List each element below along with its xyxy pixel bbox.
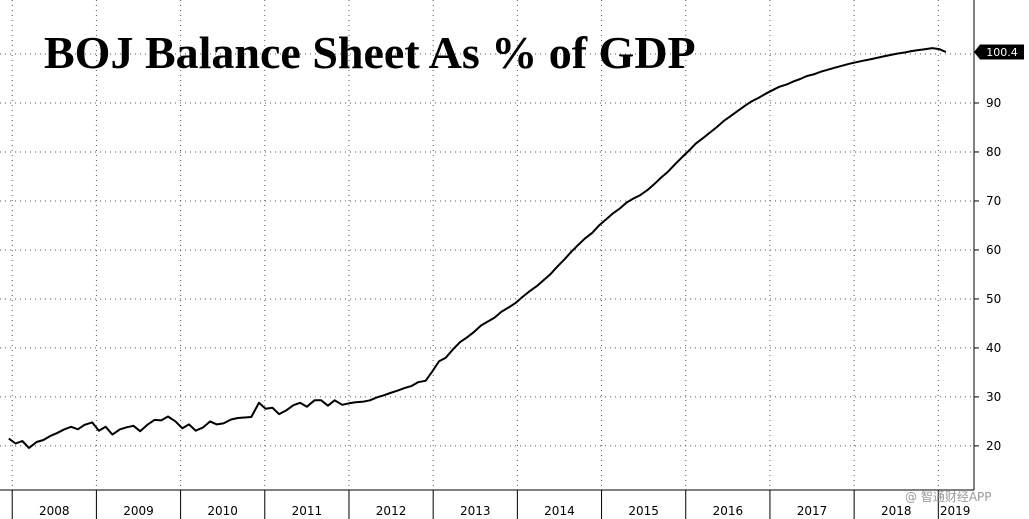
watermark: @ 智通财经APP (905, 489, 992, 504)
x-tick-label: 2017 (797, 504, 828, 518)
x-tick-label: 2012 (376, 504, 407, 518)
x-tick-label: 2018 (881, 504, 912, 518)
y-tick-label: 70 (986, 194, 1001, 208)
last-value-label: 100.4 (986, 46, 1018, 59)
x-tick-label: 2019 (940, 504, 971, 518)
series-layer (8, 47, 947, 449)
last-value-tag: 100.4 (974, 44, 1024, 60)
x-tick-label: 2009 (123, 504, 154, 518)
x-tick-label: 2008 (39, 504, 70, 518)
x-tick-label: 2014 (544, 504, 575, 518)
y-tick-label: 50 (986, 292, 1001, 306)
last-value-tag-shape (974, 44, 1024, 60)
grid-layer (0, 0, 974, 490)
axis-layer: 20 30 40 50 60 70 80 90 2008 2009 2010 2011 2012 2013… (0, 0, 1001, 519)
x-tick-label: 2011 (292, 504, 323, 518)
y-tick-label: 60 (986, 243, 1001, 257)
x-tick-label: 2013 (460, 504, 491, 518)
y-tick-label: 80 (986, 145, 1001, 159)
y-tick-label: 90 (986, 96, 1001, 110)
x-tick-label: 2010 (207, 504, 238, 518)
series-line (8, 47, 947, 449)
y-tick-label: 40 (986, 341, 1001, 355)
y-tick-label: 30 (986, 390, 1001, 404)
x-tick-label: 2015 (628, 504, 659, 518)
chart-title: BOJ Balance Sheet As % of GDP (44, 27, 696, 78)
x-tick-label: 2016 (713, 504, 744, 518)
y-tick-label: 20 (986, 439, 1001, 453)
